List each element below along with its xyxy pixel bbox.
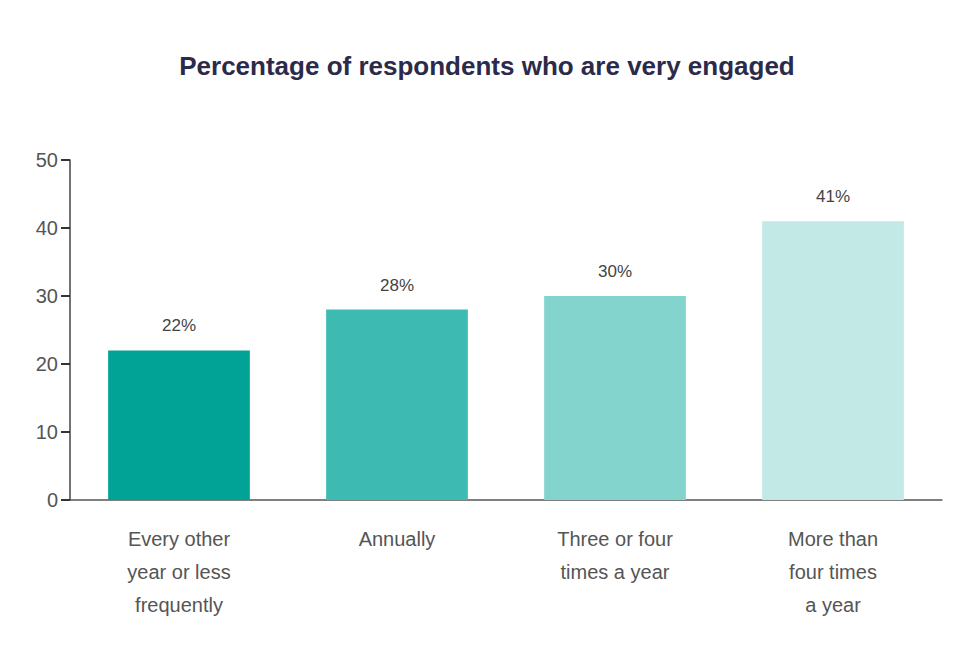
svg-text:20: 20 bbox=[36, 353, 58, 375]
svg-text:Every other: Every other bbox=[128, 528, 231, 550]
svg-text:year or less: year or less bbox=[127, 561, 230, 583]
svg-text:22%: 22% bbox=[162, 316, 196, 335]
svg-text:Three or four: Three or four bbox=[557, 528, 673, 550]
svg-text:frequently: frequently bbox=[135, 594, 223, 616]
svg-text:40: 40 bbox=[36, 217, 58, 239]
svg-text:Percentage of respondents who: Percentage of respondents who are very e… bbox=[179, 51, 795, 81]
svg-text:Annually: Annually bbox=[359, 528, 436, 550]
svg-text:0: 0 bbox=[47, 489, 58, 511]
svg-text:four times: four times bbox=[789, 561, 877, 583]
svg-text:30%: 30% bbox=[598, 262, 632, 281]
svg-text:10: 10 bbox=[36, 421, 58, 443]
svg-text:28%: 28% bbox=[380, 276, 414, 295]
svg-text:30: 30 bbox=[36, 285, 58, 307]
svg-text:50: 50 bbox=[36, 149, 58, 171]
svg-text:41%: 41% bbox=[816, 187, 850, 206]
svg-text:a year: a year bbox=[805, 594, 861, 616]
svg-text:times a year: times a year bbox=[561, 561, 670, 583]
svg-text:More than: More than bbox=[788, 528, 878, 550]
